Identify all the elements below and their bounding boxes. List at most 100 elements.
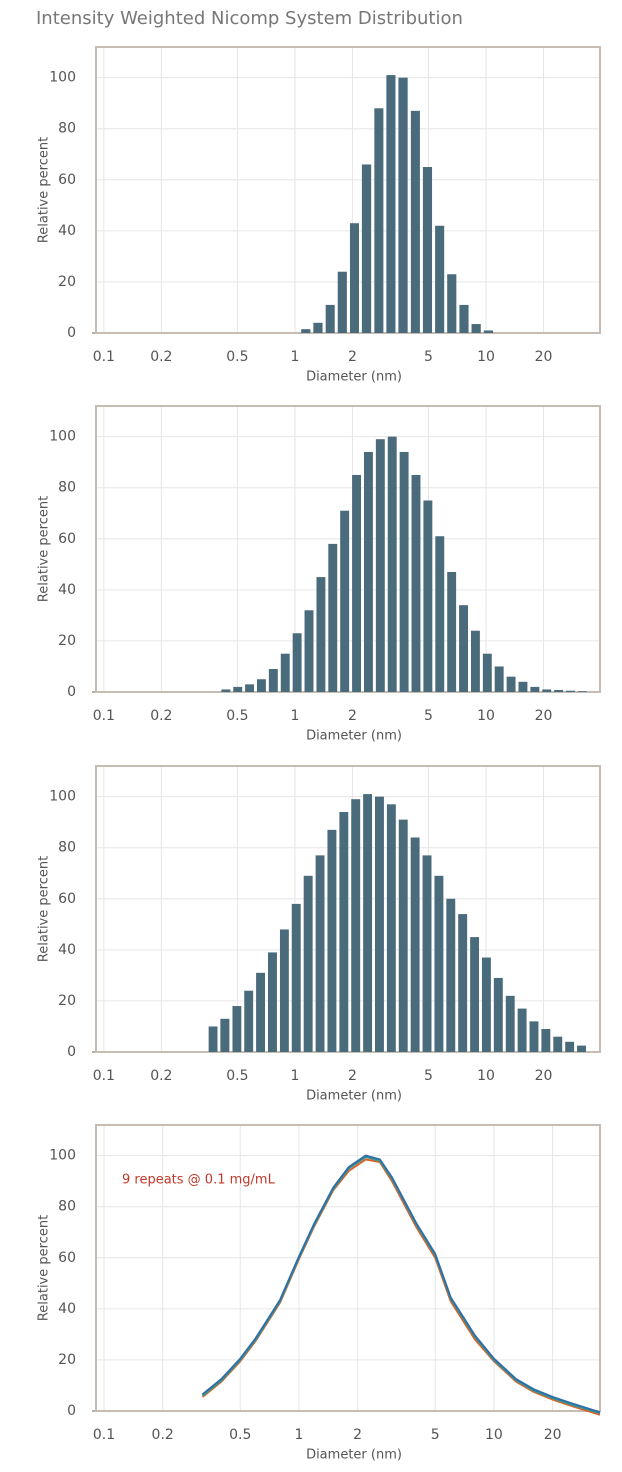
line [201,1154,601,1414]
x-tick-label: 0.1 [93,708,115,724]
x-tick-label: 10 [477,708,495,724]
bar [423,500,433,692]
y-tick-label: 100 [49,1148,76,1164]
x-tick-label: 20 [535,1068,553,1084]
bar [267,952,277,1052]
y-tick-label: 40 [58,1301,76,1317]
bar [233,686,243,692]
bar [470,937,480,1052]
x-tick-label: 10 [477,1068,495,1084]
bar [447,571,457,692]
y-tick-label: 100 [49,789,76,805]
x-tick-label: 2 [348,708,357,724]
y-tick-label: 0 [67,1044,76,1060]
x-axis-label: Diameter (nm) [306,370,402,385]
x-tick-label: 20 [535,349,553,365]
bar [482,653,492,692]
x-tick-label: 0.5 [226,708,248,724]
y-tick-label: 0 [67,1403,76,1419]
x-tick-label: 5 [424,1068,433,1084]
y-tick-label: 20 [58,274,76,290]
bar [411,474,421,692]
y-tick-label: 80 [58,1199,76,1215]
bar [386,75,396,333]
bar [208,1026,218,1052]
y-tick-label: 40 [58,942,76,958]
x-tick-label: 2 [353,1427,362,1443]
bar [434,875,444,1052]
x-tick-label: 0.1 [93,349,115,365]
bar [327,829,337,1052]
bar [375,439,385,692]
bar [361,164,372,333]
bar [459,605,468,692]
x-tick-label: 10 [477,349,495,365]
y-tick-label: 0 [67,325,76,341]
x-tick-label: 5 [424,349,433,365]
annotation: 9 repeats @ 0.1 mg/mL [122,1173,276,1188]
y-tick-label: 40 [58,223,76,239]
bar [244,990,254,1052]
bar [303,875,313,1052]
y-tick-label: 20 [58,993,76,1009]
x-tick-label: 0.5 [226,1068,248,1084]
bar [398,819,408,1052]
bar [268,669,278,692]
bar [553,1036,563,1052]
y-tick-label: 20 [58,1352,76,1368]
y-tick-label: 60 [58,1250,76,1266]
bar [422,167,433,333]
y-tick-label: 100 [49,70,76,86]
x-tick-label: 1 [290,349,299,365]
bar [340,510,350,692]
bar [483,330,494,333]
bar [351,799,361,1052]
bar [328,543,338,692]
x-tick-label: 1 [294,1427,303,1443]
x-tick-label: 0.2 [150,349,172,365]
bar [566,690,575,692]
x-tick-label: 0.2 [152,1427,174,1443]
y-axis-label: Relative percent [37,496,52,602]
bar [481,957,491,1052]
x-tick-label: 0.5 [229,1427,251,1443]
chart: 0 20 40 60 80 100 0.1 0.2 0.5 1 2 5 10 20 Diameter (nm… [37,405,601,744]
bar [435,225,445,333]
bar [435,536,445,692]
y-tick-label: 80 [58,840,76,856]
bar [375,796,384,1052]
bar [530,686,540,692]
bar [232,1006,242,1052]
y-tick-label: 80 [58,121,76,137]
bar [304,610,314,692]
chart: 0 20 40 60 80 100 0.1 0.2 0.5 1 2 5 10 20 Diameter (nm… [37,765,601,1104]
x-tick-label: 5 [424,708,433,724]
y-tick-label: 40 [58,582,76,598]
chart: 0 20 40 60 80 100 0.1 0.2 0.5 1 2 5 10 20 Diameter (nm… [37,46,601,385]
bar [518,681,528,692]
y-tick-label: 20 [58,633,76,649]
x-tick-label: 10 [485,1427,503,1443]
bar [387,436,397,692]
x-tick-label: 0.2 [150,1068,172,1084]
y-tick-label: 100 [49,429,76,445]
y-tick-label: 0 [67,684,76,700]
bar [577,1045,586,1052]
bar [410,837,420,1052]
bar [398,77,408,334]
bar [471,324,481,333]
x-tick-label: 20 [535,708,553,724]
x-axis-label: Diameter (nm) [306,729,402,744]
bar [422,855,432,1052]
x-tick-label: 2 [348,1068,357,1084]
y-tick-label: 60 [58,891,76,907]
bar [221,689,231,692]
y-tick-label: 60 [58,531,76,547]
y-axis-label: Relative percent [37,856,52,962]
y-axis-label: Relative percent [37,1215,52,1321]
bar [493,977,503,1052]
bar [313,322,323,333]
bar [292,633,302,692]
x-tick-label: 0.2 [150,708,172,724]
